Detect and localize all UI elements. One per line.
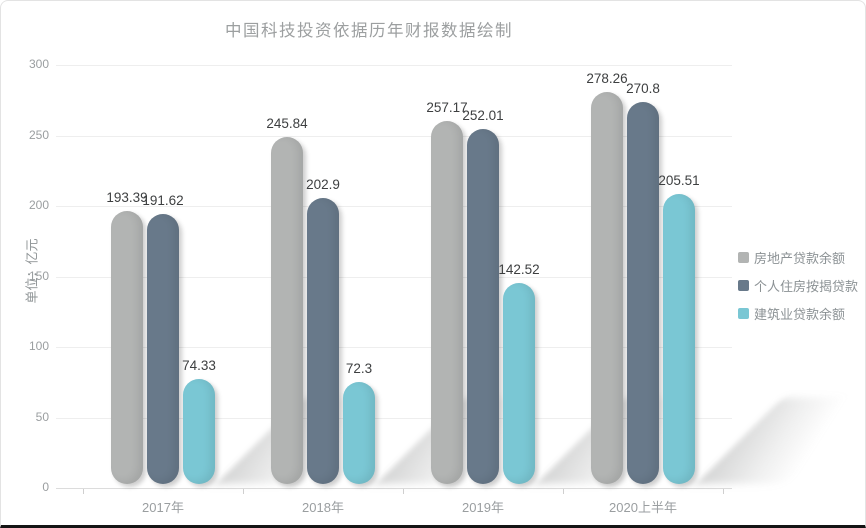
x-category-label: 2018年 bbox=[302, 500, 344, 515]
y-tick-label: 100 bbox=[28, 339, 49, 353]
x-category-label: 2017年 bbox=[142, 500, 184, 515]
legend-item[interactable]: 个人住房按揭贷款 bbox=[738, 276, 858, 295]
bar bbox=[111, 211, 143, 484]
gridline bbox=[56, 417, 732, 419]
bar bbox=[503, 283, 535, 484]
bar bbox=[431, 121, 463, 484]
legend: 房地产贷款余额 个人住房按揭贷款 建筑业贷款余额 bbox=[738, 248, 858, 323]
bar-value-label: 142.52 bbox=[498, 262, 540, 278]
legend-item[interactable]: 建筑业贷款余额 bbox=[738, 304, 858, 323]
x-category-label: 2019年 bbox=[462, 500, 504, 515]
y-tick-label: 50 bbox=[35, 409, 49, 424]
legend-label: 个人住房按揭贷款 bbox=[754, 279, 859, 294]
legend-item[interactable]: 房地产贷款余额 bbox=[738, 248, 858, 267]
bar-value-label: 278.26 bbox=[586, 70, 628, 86]
gridline bbox=[56, 65, 732, 66]
bar-value-label: 257.17 bbox=[426, 100, 468, 116]
x-axis-tick bbox=[403, 489, 404, 494]
legend-marker-icon bbox=[738, 308, 749, 319]
bar bbox=[307, 197, 339, 484]
y-tick-label: 250 bbox=[28, 127, 49, 142]
y-tick-label: 150 bbox=[28, 268, 49, 283]
gridline bbox=[56, 347, 732, 348]
bar-value-label: 245.84 bbox=[266, 116, 308, 132]
bar bbox=[591, 91, 623, 484]
bar bbox=[627, 102, 659, 484]
x-axis-tick bbox=[243, 489, 244, 494]
legend-marker-icon bbox=[738, 252, 749, 263]
gridline bbox=[56, 135, 732, 137]
bar bbox=[663, 194, 695, 484]
legend-label: 房地产贷款余额 bbox=[754, 251, 846, 266]
x-axis-tick bbox=[723, 489, 724, 494]
x-axis-tick bbox=[563, 489, 564, 494]
bar bbox=[343, 382, 375, 484]
bar-value-label: 74.33 bbox=[182, 358, 216, 374]
bar-value-label: 252.01 bbox=[462, 107, 504, 123]
bar-value-label: 205.51 bbox=[658, 173, 700, 189]
bar bbox=[271, 137, 303, 484]
legend-marker-icon bbox=[738, 280, 749, 291]
y-tick-label: 300 bbox=[28, 57, 49, 71]
bar-value-label: 191.62 bbox=[142, 192, 184, 208]
x-axis-tick bbox=[83, 489, 84, 494]
gridline bbox=[56, 206, 732, 207]
y-tick-label: 0 bbox=[42, 480, 49, 494]
bar-group-shadow bbox=[696, 398, 865, 484]
bar-value-label: 193.39 bbox=[106, 190, 148, 206]
gridline bbox=[56, 276, 732, 278]
bar bbox=[183, 379, 215, 484]
x-category-label: 2020上半年 bbox=[609, 500, 677, 515]
legend-label: 建筑业贷款余额 bbox=[754, 307, 846, 322]
x-axis-line bbox=[56, 488, 732, 489]
chart-title: 中国科技投资依据历年财报数据绘制 bbox=[225, 22, 513, 40]
y-tick-label: 200 bbox=[28, 198, 49, 212]
bar-value-label: 270.8 bbox=[626, 81, 660, 97]
y-axis-title: 单位：亿元 bbox=[24, 238, 40, 304]
bar-value-label: 72.3 bbox=[345, 361, 373, 377]
bar-value-label: 202.9 bbox=[306, 176, 340, 192]
bar bbox=[467, 128, 499, 484]
bar bbox=[147, 213, 179, 484]
